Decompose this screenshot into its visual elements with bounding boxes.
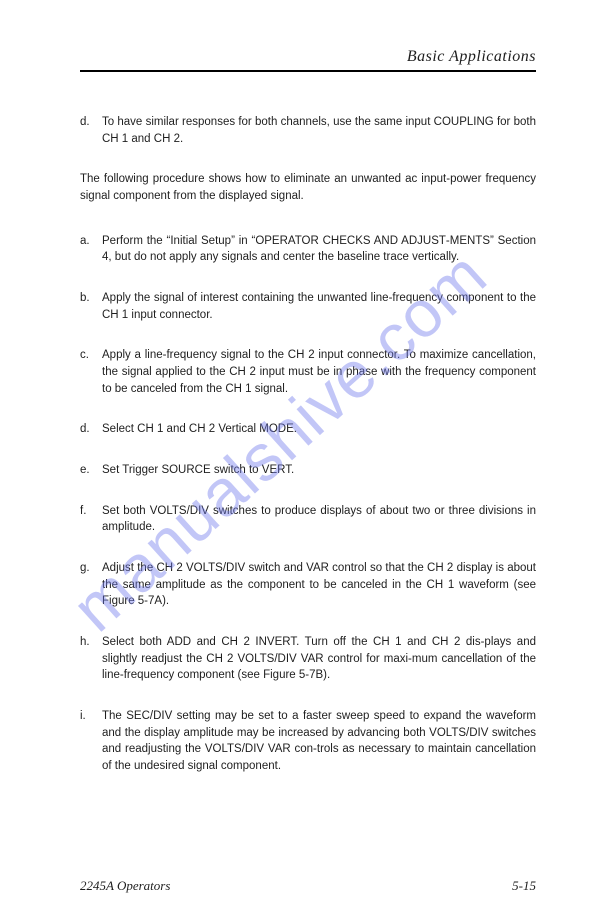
item-text: The SEC/DIV setting may be set to a fast… [102, 708, 536, 775]
header-title: Basic Applications [80, 48, 536, 66]
list-item: g. Adjust the CH 2 VOLTS/DIV switch and … [80, 560, 536, 610]
item-marker: g. [80, 560, 102, 610]
list-item: c. Apply a line-frequency signal to the … [80, 347, 536, 397]
item-text: Adjust the CH 2 VOLTS/DIV switch and VAR… [102, 560, 536, 610]
item-text: Apply a line-frequency signal to the CH … [102, 347, 536, 397]
list-item: d. Select CH 1 and CH 2 Vertical MODE. [80, 421, 536, 438]
item-marker: d. [80, 421, 102, 438]
upper-item: d. To have similar responses for both ch… [80, 114, 536, 147]
item-marker: d. [80, 114, 102, 147]
footer: 2245A Operators 5-15 [80, 878, 536, 894]
footer-left: 2245A Operators [80, 878, 170, 894]
page: Basic Applications manualshive.com d. To… [0, 0, 594, 918]
list-item: h. Select both ADD and CH 2 INVERT. Turn… [80, 634, 536, 684]
item-marker: f. [80, 503, 102, 536]
item-text: Select CH 1 and CH 2 Vertical MODE. [102, 421, 536, 438]
header-rule [80, 70, 536, 72]
item-text: Apply the signal of interest containing … [102, 290, 536, 323]
intro-paragraph: The following procedure shows how to eli… [80, 171, 536, 204]
item-text: Set both VOLTS/DIV switches to produce d… [102, 503, 536, 536]
item-text: To have similar responses for both chann… [102, 114, 536, 147]
list-item: a. Perform the “Initial Setup” in “OPERA… [80, 233, 536, 266]
content: d. To have similar responses for both ch… [80, 114, 536, 775]
item-marker: h. [80, 634, 102, 684]
item-marker: c. [80, 347, 102, 397]
footer-right: 5-15 [512, 878, 536, 894]
list-item: e. Set Trigger SOURCE switch to VERT. [80, 462, 536, 479]
item-text: Set Trigger SOURCE switch to VERT. [102, 462, 536, 479]
list-item: b. Apply the signal of interest containi… [80, 290, 536, 323]
item-text: Perform the “Initial Setup” in “OPERATOR… [102, 233, 536, 266]
list-item: i. The SEC/DIV setting may be set to a f… [80, 708, 536, 775]
item-marker: e. [80, 462, 102, 479]
item-marker: b. [80, 290, 102, 323]
item-marker: i. [80, 708, 102, 775]
item-marker: a. [80, 233, 102, 266]
item-text: Select both ADD and CH 2 INVERT. Turn of… [102, 634, 536, 684]
list-item: f. Set both VOLTS/DIV switches to produc… [80, 503, 536, 536]
